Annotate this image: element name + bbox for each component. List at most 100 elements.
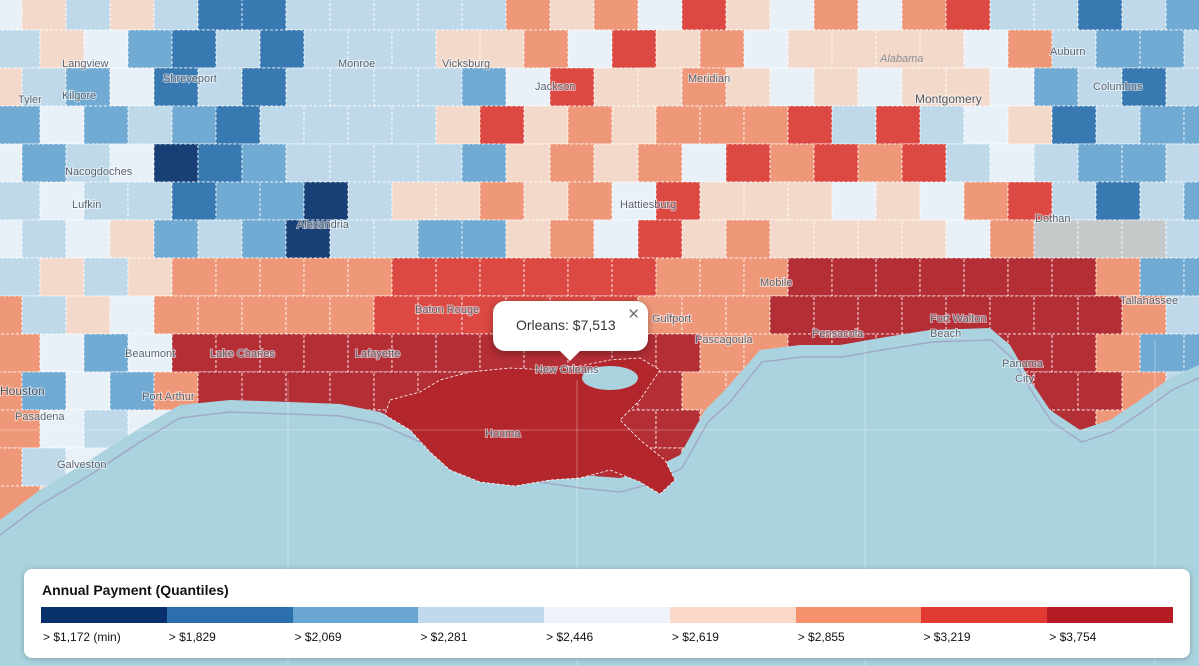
- county-region[interactable]: [1007, 29, 1053, 69]
- county-region[interactable]: [109, 143, 155, 183]
- county-region[interactable]: [0, 143, 23, 183]
- county-region[interactable]: [831, 105, 877, 145]
- county-region[interactable]: [1033, 143, 1079, 183]
- county-region[interactable]: [259, 181, 305, 221]
- county-region[interactable]: [197, 0, 243, 31]
- county-region[interactable]: [153, 143, 199, 183]
- county-region[interactable]: [1139, 257, 1185, 297]
- county-region[interactable]: [479, 105, 525, 145]
- county-region[interactable]: [611, 29, 657, 69]
- county-region[interactable]: [285, 67, 331, 107]
- county-region[interactable]: [65, 67, 111, 107]
- county-region[interactable]: [0, 295, 23, 335]
- county-region[interactable]: [329, 67, 375, 107]
- county-region[interactable]: [303, 257, 349, 297]
- county-region[interactable]: [285, 143, 331, 183]
- county-region[interactable]: [725, 0, 771, 31]
- county-region[interactable]: [655, 29, 701, 69]
- county-region[interactable]: [787, 181, 833, 221]
- county-region[interactable]: [0, 409, 41, 449]
- county-region[interactable]: [945, 295, 991, 335]
- county-region[interactable]: [435, 29, 481, 69]
- county-region[interactable]: [1051, 333, 1097, 373]
- county-region[interactable]: [611, 105, 657, 145]
- county-region[interactable]: [0, 447, 23, 487]
- county-region[interactable]: [901, 143, 947, 183]
- county-region[interactable]: [417, 67, 463, 107]
- county-region[interactable]: [857, 0, 903, 31]
- county-region[interactable]: [109, 0, 155, 31]
- county-region[interactable]: [1121, 0, 1167, 31]
- county-region[interactable]: [523, 257, 569, 297]
- county-region[interactable]: [303, 181, 349, 221]
- county-region[interactable]: [593, 219, 639, 259]
- county-region[interactable]: [1121, 295, 1167, 335]
- county-region[interactable]: [655, 333, 701, 373]
- county-region[interactable]: [197, 143, 243, 183]
- county-region[interactable]: [241, 143, 287, 183]
- county-region[interactable]: [109, 219, 155, 259]
- county-region[interactable]: [637, 219, 683, 259]
- county-region[interactable]: [435, 181, 481, 221]
- county-region[interactable]: [769, 67, 815, 107]
- county-region[interactable]: [549, 143, 595, 183]
- county-region[interactable]: [963, 257, 1009, 297]
- county-region[interactable]: [523, 181, 569, 221]
- county-region[interactable]: [901, 295, 947, 335]
- county-region[interactable]: [813, 67, 859, 107]
- county-region[interactable]: [329, 371, 375, 411]
- county-region[interactable]: [963, 105, 1009, 145]
- county-region[interactable]: [153, 295, 199, 335]
- county-region[interactable]: [919, 257, 965, 297]
- county-region[interactable]: [171, 29, 217, 69]
- county-region[interactable]: [549, 219, 595, 259]
- county-region[interactable]: [831, 29, 877, 69]
- county-region[interactable]: [39, 257, 85, 297]
- county-region[interactable]: [1033, 295, 1079, 335]
- county-region[interactable]: [681, 295, 727, 335]
- county-region[interactable]: [1077, 67, 1123, 107]
- county-region[interactable]: [769, 219, 815, 259]
- county-region[interactable]: [0, 0, 23, 31]
- county-region[interactable]: [523, 29, 569, 69]
- county-region[interactable]: [1139, 105, 1185, 145]
- county-region[interactable]: [1077, 0, 1123, 31]
- county-region[interactable]: [373, 67, 419, 107]
- county-region[interactable]: [769, 0, 815, 31]
- county-region[interactable]: [787, 257, 833, 297]
- county-region[interactable]: [1051, 257, 1097, 297]
- county-region[interactable]: [39, 105, 85, 145]
- county-region[interactable]: [1095, 105, 1141, 145]
- county-region[interactable]: [0, 105, 41, 145]
- county-region[interactable]: [1051, 29, 1097, 69]
- county-region[interactable]: [1033, 67, 1079, 107]
- county-region[interactable]: [1121, 219, 1167, 259]
- county-region[interactable]: [505, 219, 551, 259]
- county-region[interactable]: [171, 181, 217, 221]
- county-region[interactable]: [593, 143, 639, 183]
- county-region[interactable]: [259, 105, 305, 145]
- county-region[interactable]: [1139, 29, 1185, 69]
- county-region[interactable]: [417, 143, 463, 183]
- county-region[interactable]: [65, 219, 111, 259]
- county-region[interactable]: [0, 257, 41, 297]
- county-region[interactable]: [1095, 29, 1141, 69]
- county-region[interactable]: [417, 295, 463, 335]
- county-region[interactable]: [391, 105, 437, 145]
- county-region[interactable]: [127, 105, 173, 145]
- county-region[interactable]: [435, 257, 481, 297]
- county-region[interactable]: [1033, 219, 1079, 259]
- county-region[interactable]: [83, 105, 129, 145]
- county-region[interactable]: [303, 105, 349, 145]
- county-region[interactable]: [347, 29, 393, 69]
- county-region[interactable]: [743, 29, 789, 69]
- county-region[interactable]: [241, 295, 287, 335]
- county-region[interactable]: [215, 257, 261, 297]
- county-region[interactable]: [21, 67, 67, 107]
- county-region[interactable]: [1007, 105, 1053, 145]
- county-region[interactable]: [743, 105, 789, 145]
- close-icon[interactable]: ✕: [627, 306, 640, 323]
- county-region[interactable]: [21, 0, 67, 31]
- county-region[interactable]: [83, 333, 129, 373]
- county-region[interactable]: [505, 0, 551, 31]
